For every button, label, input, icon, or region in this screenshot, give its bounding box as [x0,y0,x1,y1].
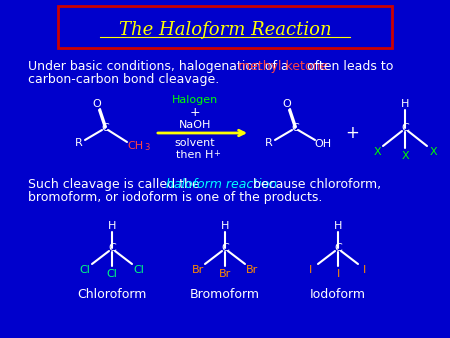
Text: X: X [401,151,409,161]
Text: Cl: Cl [107,269,117,279]
Text: Under basic conditions, halogenation of a: Under basic conditions, halogenation of … [28,60,293,73]
FancyBboxPatch shape [58,6,392,48]
Text: +: + [190,106,200,120]
Text: solvent: solvent [175,138,215,148]
Text: H: H [334,221,342,231]
Text: NaOH: NaOH [179,120,211,130]
Text: C: C [221,243,229,253]
Text: Chloroform: Chloroform [77,288,147,300]
Text: Cl: Cl [134,265,144,275]
Text: CH: CH [127,141,143,151]
Text: H: H [401,99,409,109]
Text: +: + [345,124,359,142]
Text: C: C [101,123,109,133]
Text: H: H [108,221,116,231]
Text: +: + [213,148,220,158]
Text: Cl: Cl [80,265,90,275]
Text: H: H [221,221,229,231]
Text: carbon-carbon bond cleavage.: carbon-carbon bond cleavage. [28,73,219,86]
Text: because chloroform,: because chloroform, [249,178,382,191]
Text: I: I [310,265,313,275]
Text: Br: Br [246,265,258,275]
Text: 3: 3 [144,144,149,152]
Text: I: I [364,265,367,275]
Text: C: C [108,243,116,253]
Text: Iodoform: Iodoform [310,288,366,300]
Text: The Haloform Reaction: The Haloform Reaction [119,21,331,39]
Text: methyl ketone: methyl ketone [238,60,328,73]
Text: I: I [337,269,340,279]
Text: Br: Br [219,269,231,279]
Text: OH: OH [315,139,332,149]
Text: then H: then H [176,150,214,160]
Text: bromoform, or iodoform is one of the products.: bromoform, or iodoform is one of the pro… [28,191,322,204]
Text: C: C [401,123,409,133]
Text: O: O [93,99,101,109]
Text: O: O [283,99,292,109]
Text: R: R [265,138,273,148]
Text: Halogen: Halogen [172,95,218,105]
Text: often leads to: often leads to [303,60,393,73]
Text: X: X [429,147,437,157]
Text: C: C [334,243,342,253]
Text: Such cleavage is called the: Such cleavage is called the [28,178,203,191]
Text: Bromoform: Bromoform [190,288,260,300]
Text: R: R [75,138,83,148]
Text: haloform reaction: haloform reaction [166,178,277,191]
Text: C: C [291,123,299,133]
Text: X: X [373,147,381,157]
Text: Br: Br [192,265,204,275]
